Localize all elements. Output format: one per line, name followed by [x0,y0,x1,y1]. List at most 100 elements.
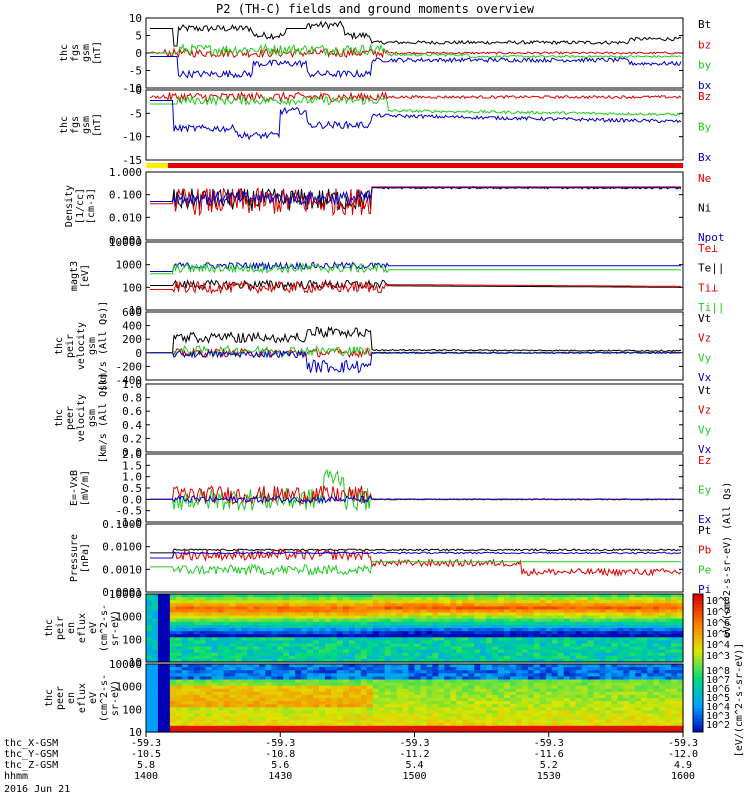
y-axis-label: peir [55,616,66,640]
y-axis-label: [mV/m] [80,470,91,506]
y-tick-label: 0.2 [122,432,142,445]
y-tick-label: 0.5 [122,482,142,495]
y-axis-label: [nT] [92,113,103,137]
y-axis-label: gsm [81,116,92,134]
y-tick-label: 2.0 [122,448,142,461]
y-axis-label: en [66,692,77,704]
series-Bt [150,20,682,47]
legend-entry: Vx [698,371,712,384]
legend-entry: Vz [698,404,711,417]
colorbar-tick: 10^6 [706,618,730,629]
y-axis-label: peir [65,334,76,358]
y-tick-label: 10000 [109,588,142,601]
y-axis-label: eV [88,692,99,704]
x-tick-xgsm: -59.3 [668,738,698,749]
y-axis-label: en [66,622,77,634]
legend-entry: by [698,59,712,72]
y-axis-label: thc [44,689,55,707]
y-axis-label: fgs [70,116,81,134]
y-axis-label: thc [44,619,55,637]
colorbar-tick: 10^6 [706,684,730,695]
y-axis-label: gsm [87,337,98,355]
y-tick-label: 0.8 [122,392,142,405]
y-tick-label: 0 [135,347,142,360]
series-Pb [150,548,682,578]
series-bz [149,46,682,59]
y-tick-label: 0.0001 [102,586,142,599]
x-date-label: 2016 Jun 21 [4,784,70,795]
x-tick-hhmm: 1500 [402,771,426,782]
y-tick-label: -1.0 [116,516,143,529]
series-bx [150,56,682,79]
y-axis-label: thc [59,116,70,134]
series-Ey [150,468,682,512]
y-tick-label: 0 [135,47,142,60]
legend-entry: Bz [698,90,711,103]
series-Npot [150,187,681,206]
spectrogram-frame [145,593,684,663]
y-axis-label: eflux [77,683,88,713]
y-axis-label: Pressure [69,534,80,582]
y-tick-label: 0.010 [109,211,142,224]
x-tick-ygsm: -10.8 [265,749,295,760]
y-tick-label: 1000 [116,611,143,624]
series-Pt [150,548,682,554]
y-axis-label: (cm^2-s- [99,674,110,722]
series-Pe [150,561,681,577]
y-axis-label: gsm [81,44,92,62]
y-tick-label: 10 [129,304,142,317]
y-tick-label: -200 [116,360,143,373]
y-axis-label: fgs [70,44,81,62]
legend-entry: Pi [698,583,711,596]
x-tick-ygsm: -10.5 [131,749,161,760]
legend-entry: Vt [698,384,711,397]
series-By [150,94,682,117]
legend-entry: Te⊥ [698,242,718,255]
mode-bar-red [168,163,683,168]
panel-frame [145,383,684,453]
series-by [150,43,682,59]
series-Ez [150,484,682,505]
legend-entry: bx [698,79,712,92]
series-Vt [150,325,682,354]
legend-entry: Ey [698,483,712,496]
x-tick-xgsm: -59.3 [534,738,564,749]
series-Vx [150,349,682,374]
y-tick-label: 0.0010 [102,563,142,576]
spectrogram-electron [145,663,684,733]
panel-frame [145,311,684,381]
panel-5 [145,311,684,381]
y-tick-label: -5 [129,107,142,120]
y-tick-label: 0.0 [122,493,142,506]
x-tick-xgsm: -59.3 [131,738,161,749]
x-tick-zgsm: 5.4 [405,760,423,771]
x-tick-xgsm: -59.3 [265,738,295,749]
y-tick-label: 1.5 [122,459,142,472]
y-tick-label: 0.0100 [102,541,142,554]
y-axis-label: magt3 [69,261,80,291]
legend-entry: Ex [698,513,712,526]
y-axis-label: [nPa] [80,543,91,573]
x-row-label: thc_Y-GSM [4,749,58,760]
panel-frame [145,523,684,593]
y-axis-label: [km/s (All Qs)] [98,373,109,463]
y-tick-label: 0.4 [122,419,142,432]
mode-bar-yellow [146,163,168,168]
colorbar-tick: 10^7 [706,675,730,686]
y-tick-label: -10 [122,131,142,144]
panel-7 [145,453,684,523]
legend-entry: Ti⊥ [698,281,718,294]
y-tick-label: 0.100 [109,189,142,202]
x-tick-hhmm: 1430 [268,771,292,782]
y-tick-label: -0.5 [116,505,143,518]
y-axis-label: velocity [76,394,87,442]
legend-entry: Vx [698,443,712,456]
x-row-label: thc_X-GSM [4,738,58,749]
legend-entry: Pb [698,544,711,557]
y-tick-label: 200 [122,333,142,346]
y-tick-label: 5 [135,30,142,43]
y-axis-label: [eV] [80,264,91,288]
colorbar-tick: 10^2 [706,720,730,731]
y-tick-label: 0.6 [122,405,142,418]
